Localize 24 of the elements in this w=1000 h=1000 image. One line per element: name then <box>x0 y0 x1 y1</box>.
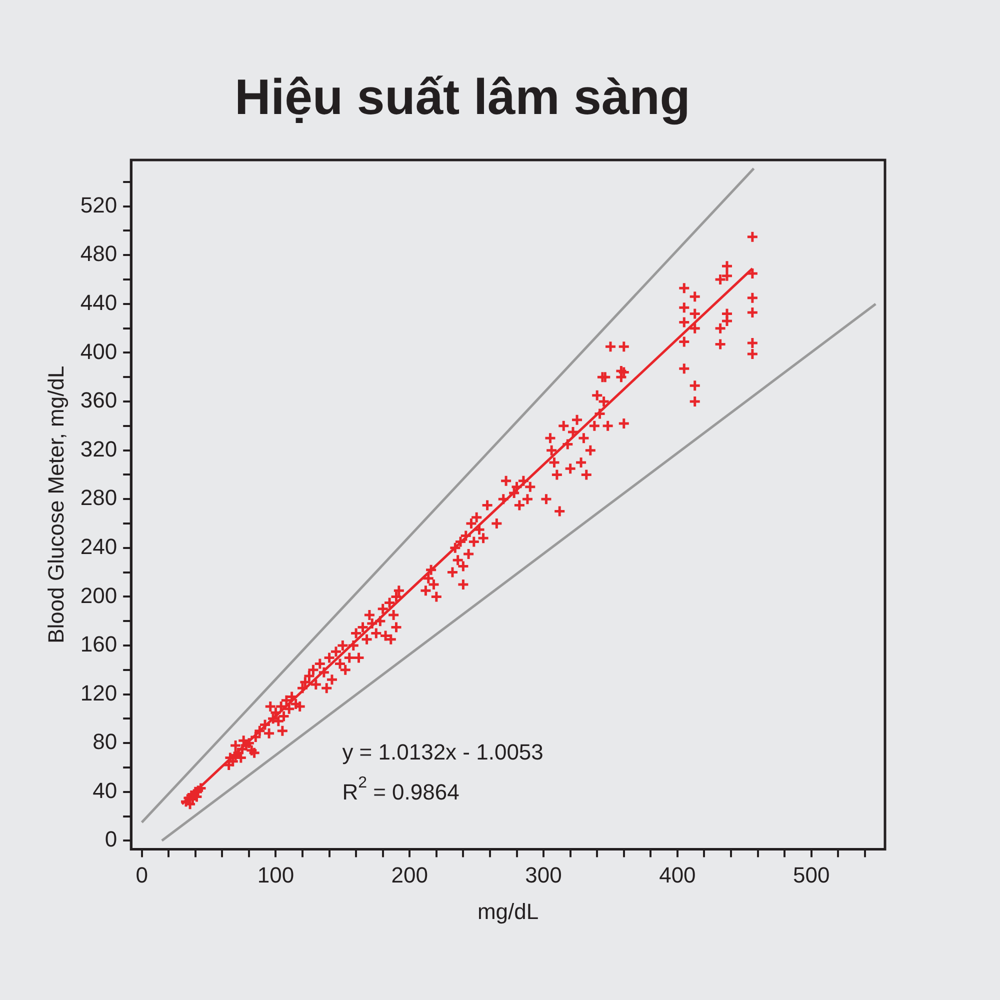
y-tick-label: 120 <box>80 680 118 706</box>
y-tick-label: 480 <box>80 241 118 266</box>
y-tick-label: 200 <box>80 582 118 608</box>
x-tick-label: 0 <box>136 862 148 888</box>
y-tick-label: 0 <box>104 826 118 852</box>
y-tick-label: 160 <box>80 632 118 657</box>
y-axis-title: Blood Glucose Meter, mg/dL <box>43 366 68 644</box>
y-tick-label: 80 <box>92 729 118 754</box>
y-tick-label: 360 <box>80 388 118 413</box>
y-tick-label: 520 <box>80 192 118 218</box>
x-tick-label: 300 <box>525 862 562 888</box>
y-tick-label: 280 <box>80 485 118 510</box>
y-tick-label: 320 <box>80 436 118 462</box>
x-tick-label: 200 <box>391 862 428 888</box>
x-tick-label: 400 <box>659 862 696 888</box>
y-tick-label: 400 <box>80 338 118 364</box>
y-tick-label: 240 <box>80 534 118 559</box>
x-axis-title: mg/dL <box>477 898 539 924</box>
chart-title: Hiệu suất lâm sàng <box>234 68 690 125</box>
x-tick-label: 500 <box>792 862 830 888</box>
y-tick-label: 40 <box>92 778 118 803</box>
y-tick-label: 440 <box>80 290 118 315</box>
x-tick-label: 100 <box>257 862 294 888</box>
annotation: y = 1.0132x - 1.0053 <box>342 740 544 765</box>
